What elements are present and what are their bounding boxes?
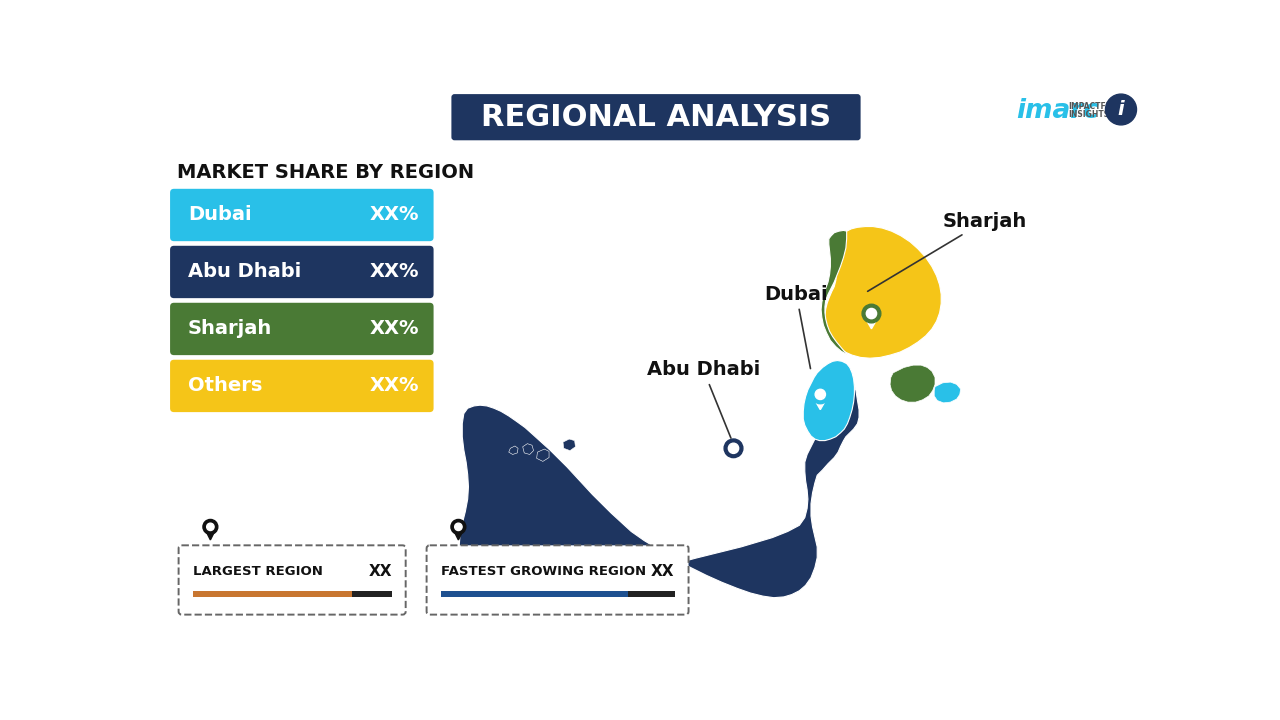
FancyBboxPatch shape bbox=[179, 545, 406, 615]
Text: imarc: imarc bbox=[1016, 98, 1100, 124]
Polygon shape bbox=[536, 449, 549, 462]
Circle shape bbox=[204, 519, 218, 534]
Text: Dubai: Dubai bbox=[764, 285, 828, 369]
Polygon shape bbox=[452, 528, 465, 540]
Polygon shape bbox=[934, 382, 960, 403]
Polygon shape bbox=[804, 361, 855, 441]
Text: Sharjah: Sharjah bbox=[188, 320, 273, 338]
Circle shape bbox=[867, 308, 877, 319]
FancyBboxPatch shape bbox=[426, 545, 689, 615]
Text: FASTEST GROWING REGION: FASTEST GROWING REGION bbox=[440, 564, 645, 577]
FancyBboxPatch shape bbox=[170, 360, 434, 412]
Text: MARKET SHARE BY REGION: MARKET SHARE BY REGION bbox=[177, 163, 474, 182]
Polygon shape bbox=[460, 362, 859, 604]
Bar bbox=[440, 591, 627, 597]
FancyBboxPatch shape bbox=[170, 189, 434, 241]
Circle shape bbox=[451, 519, 466, 534]
Text: XX%: XX% bbox=[370, 263, 419, 282]
Circle shape bbox=[724, 439, 742, 458]
FancyBboxPatch shape bbox=[452, 94, 860, 140]
Circle shape bbox=[812, 385, 829, 404]
Text: XX%: XX% bbox=[370, 377, 419, 395]
Bar bbox=[192, 591, 352, 597]
Circle shape bbox=[206, 523, 214, 531]
Bar bbox=[627, 591, 675, 597]
Text: INSIGHTS: INSIGHTS bbox=[1069, 109, 1110, 119]
Text: Others: Others bbox=[188, 377, 262, 395]
Text: XX%: XX% bbox=[370, 320, 419, 338]
Text: REGIONAL ANALYSIS: REGIONAL ANALYSIS bbox=[481, 103, 831, 132]
Text: LARGEST REGION: LARGEST REGION bbox=[192, 564, 323, 577]
Circle shape bbox=[454, 523, 462, 531]
Polygon shape bbox=[820, 230, 852, 356]
Polygon shape bbox=[890, 365, 934, 402]
Polygon shape bbox=[824, 227, 941, 359]
Text: XX: XX bbox=[369, 564, 392, 579]
Polygon shape bbox=[864, 315, 879, 329]
Text: Dubai: Dubai bbox=[188, 205, 252, 225]
Polygon shape bbox=[522, 444, 534, 454]
Polygon shape bbox=[205, 528, 216, 540]
FancyBboxPatch shape bbox=[170, 246, 434, 298]
Polygon shape bbox=[508, 446, 518, 454]
Text: Abu Dhabi: Abu Dhabi bbox=[646, 360, 760, 438]
Text: IMPACTFUL: IMPACTFUL bbox=[1069, 102, 1117, 111]
Polygon shape bbox=[563, 439, 576, 451]
Text: XX%: XX% bbox=[370, 205, 419, 225]
Text: i: i bbox=[1117, 100, 1124, 119]
Polygon shape bbox=[813, 396, 828, 410]
FancyBboxPatch shape bbox=[170, 303, 434, 355]
Circle shape bbox=[861, 305, 881, 323]
Text: Abu Dhabi: Abu Dhabi bbox=[188, 263, 301, 282]
Text: Sharjah: Sharjah bbox=[868, 212, 1027, 292]
Bar bbox=[352, 591, 392, 597]
Polygon shape bbox=[726, 450, 741, 464]
Circle shape bbox=[815, 390, 826, 400]
Circle shape bbox=[728, 444, 739, 454]
Text: XX: XX bbox=[652, 564, 675, 579]
Circle shape bbox=[1106, 94, 1137, 125]
